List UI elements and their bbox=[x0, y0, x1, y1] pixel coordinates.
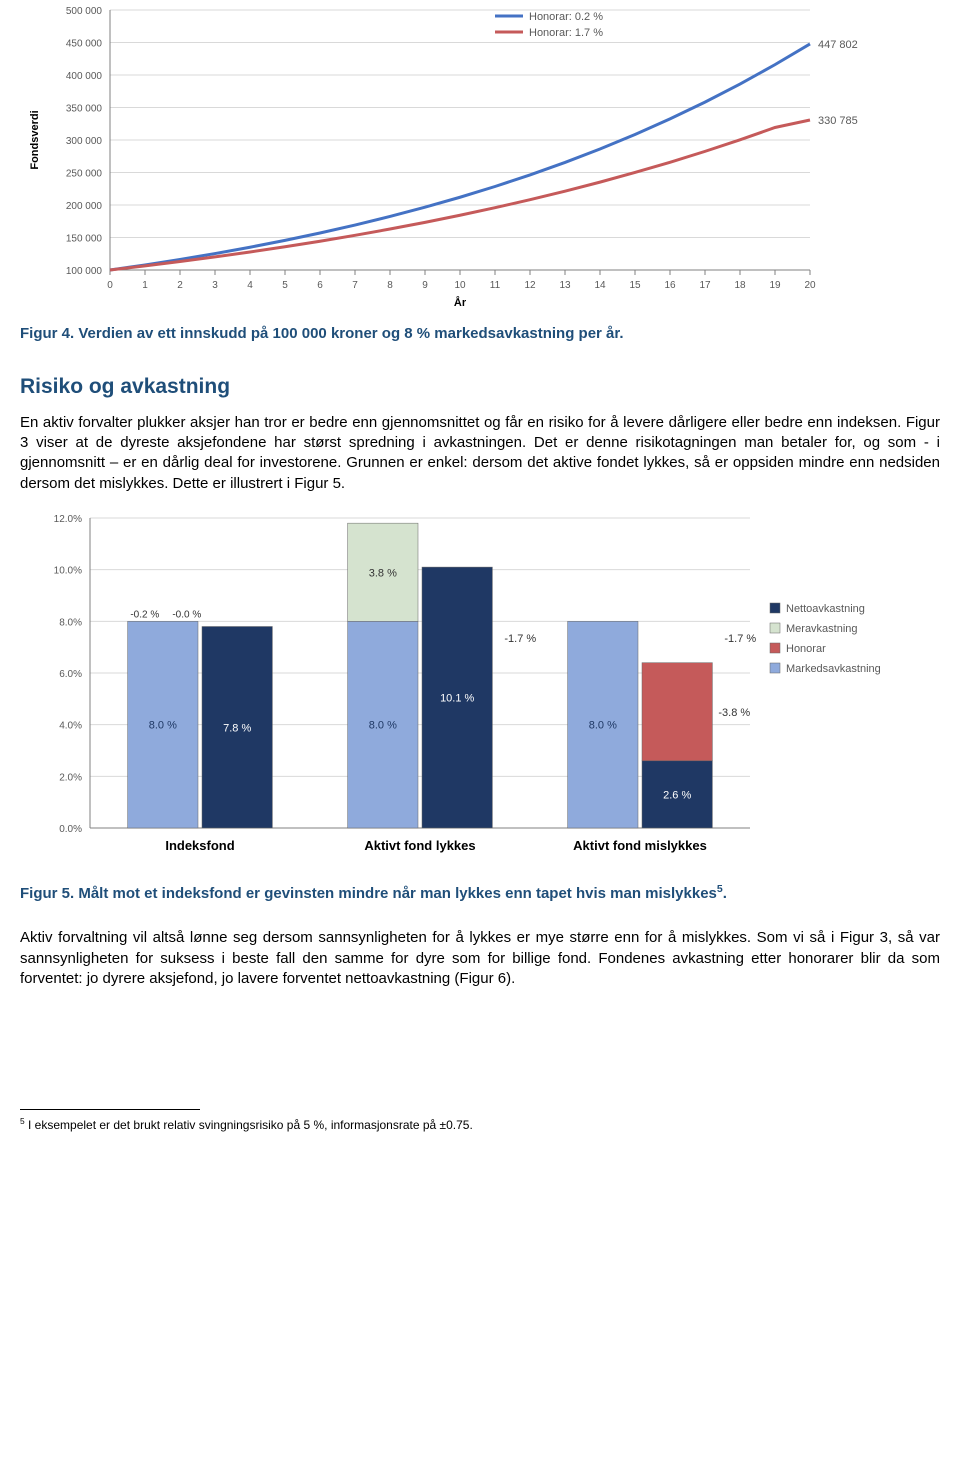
svg-text:Nettoavkastning: Nettoavkastning bbox=[786, 603, 865, 615]
svg-text:11: 11 bbox=[490, 280, 501, 291]
footnote-rule bbox=[20, 1109, 200, 1110]
svg-text:200 000: 200 000 bbox=[66, 201, 103, 212]
svg-text:Meravkastning: Meravkastning bbox=[786, 623, 858, 635]
svg-text:13: 13 bbox=[559, 280, 571, 291]
svg-text:7: 7 bbox=[352, 280, 358, 291]
svg-text:100 000: 100 000 bbox=[66, 266, 103, 277]
svg-text:300 000: 300 000 bbox=[66, 136, 103, 147]
svg-text:4.0%: 4.0% bbox=[59, 721, 82, 732]
svg-text:Markedsavkastning: Markedsavkastning bbox=[786, 663, 881, 675]
svg-text:Fondsverdi: Fondsverdi bbox=[29, 110, 41, 169]
svg-text:16: 16 bbox=[664, 280, 676, 291]
paragraph-1: En aktiv forvalter plukker aksjer han tr… bbox=[20, 413, 940, 494]
svg-text:-1.7 %: -1.7 % bbox=[724, 633, 756, 645]
svg-text:-3.8 %: -3.8 % bbox=[718, 707, 750, 719]
svg-text:0: 0 bbox=[107, 280, 113, 291]
svg-text:4: 4 bbox=[247, 280, 253, 291]
svg-text:-0.2 %: -0.2 % bbox=[130, 609, 159, 620]
svg-text:7.8 %: 7.8 % bbox=[223, 722, 251, 734]
svg-text:350 000: 350 000 bbox=[66, 104, 103, 115]
footnote-5: 5 I eksempelet er det brukt relativ svin… bbox=[20, 1116, 940, 1133]
svg-text:2.0%: 2.0% bbox=[59, 772, 82, 783]
svg-text:10: 10 bbox=[454, 280, 466, 291]
svg-text:150 000: 150 000 bbox=[66, 234, 103, 245]
figure4-caption: Figur 4. Verdien av ett innskudd på 100 … bbox=[20, 324, 940, 344]
svg-text:6.0%: 6.0% bbox=[59, 669, 82, 680]
svg-text:Honorar: Honorar bbox=[786, 643, 826, 655]
svg-text:0.0%: 0.0% bbox=[59, 824, 82, 835]
svg-text:5: 5 bbox=[282, 280, 288, 291]
svg-text:3: 3 bbox=[212, 280, 218, 291]
svg-text:12.0%: 12.0% bbox=[54, 514, 82, 525]
svg-text:-1.7 %: -1.7 % bbox=[504, 633, 536, 645]
line-chart-fondsverdi: 100 000 150 000 200 000 250 000 300 000 350 0… bbox=[20, 0, 940, 316]
svg-text:17: 17 bbox=[699, 280, 711, 291]
svg-text:2: 2 bbox=[177, 280, 183, 291]
svg-text:Honorar: 0.2 %: Honorar: 0.2 % bbox=[529, 11, 603, 23]
svg-text:2.6 %: 2.6 % bbox=[663, 789, 691, 801]
chart2-svg: 0.0% 2.0% 4.0% 6.0% 8.0% 10.0% 12.0% 8.0 % -0.2 … bbox=[20, 508, 920, 868]
svg-text:År: År bbox=[454, 296, 467, 309]
svg-text:14: 14 bbox=[594, 280, 606, 291]
svg-text:-0.0 %: -0.0 % bbox=[172, 609, 201, 620]
svg-text:20: 20 bbox=[804, 280, 816, 291]
svg-text:15: 15 bbox=[629, 280, 641, 291]
svg-text:10.0%: 10.0% bbox=[54, 566, 82, 577]
figure5-caption-text: Figur 5. Målt mot et indeksfond er gevin… bbox=[20, 885, 717, 902]
svg-text:8.0 %: 8.0 % bbox=[589, 720, 617, 732]
svg-text:3.8 %: 3.8 % bbox=[369, 567, 397, 579]
svg-text:9: 9 bbox=[422, 280, 428, 291]
section-heading: Risiko og avkastning bbox=[20, 373, 940, 401]
svg-text:8.0%: 8.0% bbox=[59, 617, 82, 628]
svg-text:450 000: 450 000 bbox=[66, 39, 103, 50]
svg-text:10.1 %: 10.1 % bbox=[440, 692, 474, 704]
svg-text:18: 18 bbox=[734, 280, 746, 291]
svg-text:8.0 %: 8.0 % bbox=[369, 720, 397, 732]
svg-text:12: 12 bbox=[524, 280, 536, 291]
paragraph-2: Aktiv forvaltning vil altså lønne seg de… bbox=[20, 928, 940, 989]
stacked-bar-chart: 0.0% 2.0% 4.0% 6.0% 8.0% 10.0% 12.0% 8.0 % -0.2 … bbox=[20, 508, 940, 874]
svg-text:250 000: 250 000 bbox=[66, 169, 103, 180]
svg-text:Aktivt fond lykkes: Aktivt fond lykkes bbox=[364, 838, 475, 853]
footnote-text: I eksempelet er det brukt relativ svingn… bbox=[25, 1118, 473, 1132]
svg-text:447 802: 447 802 bbox=[818, 39, 858, 51]
svg-text:Indeksfond: Indeksfond bbox=[165, 838, 234, 853]
svg-text:8: 8 bbox=[387, 280, 393, 291]
svg-text:Aktivt fond mislykkes: Aktivt fond mislykkes bbox=[573, 838, 707, 853]
chart1-svg: 100 000 150 000 200 000 250 000 300 000 350 0… bbox=[20, 0, 900, 310]
svg-text:19: 19 bbox=[769, 280, 781, 291]
figure5-caption: Figur 5. Målt mot et indeksfond er gevin… bbox=[20, 882, 940, 904]
svg-text:Honorar: 1.7 %: Honorar: 1.7 % bbox=[529, 27, 603, 39]
figure5-caption-suffix: . bbox=[723, 885, 727, 902]
svg-text:6: 6 bbox=[317, 280, 323, 291]
svg-text:500 000: 500 000 bbox=[66, 6, 103, 17]
svg-text:1: 1 bbox=[142, 280, 148, 291]
svg-text:8.0 %: 8.0 % bbox=[149, 720, 177, 732]
svg-text:400 000: 400 000 bbox=[66, 71, 103, 82]
svg-text:330 785: 330 785 bbox=[818, 115, 858, 127]
